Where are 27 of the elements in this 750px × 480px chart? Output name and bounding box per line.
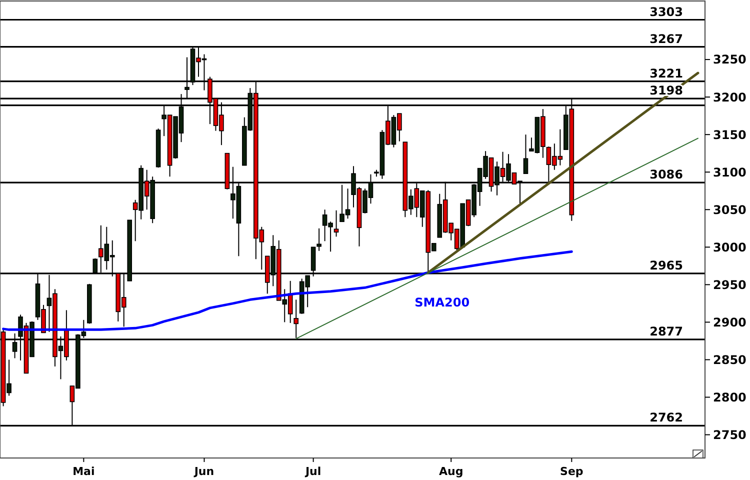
y-tick-label: 2950 [713, 278, 746, 292]
x-tick-label: Aug [438, 465, 464, 478]
x-tick-label: Sep [560, 465, 584, 478]
y-tick-label: 3000 [713, 240, 746, 254]
candlestick [334, 210, 339, 238]
ref-line-label: 3267 [650, 32, 683, 46]
y-tick-label: 3100 [713, 165, 746, 180]
x-tick-label: Jul [304, 465, 322, 478]
line-series [2, 250, 573, 331]
series-label: SMA200 [414, 296, 470, 310]
y-tick-label: 2750 [713, 428, 746, 442]
y-tick-label: 3250 [713, 52, 746, 67]
ref-line-label: 3303 [650, 4, 683, 19]
y-tick-label: 2850 [713, 352, 746, 367]
ref-line-label: 2965 [650, 258, 683, 272]
x-tick-label: Jun [193, 465, 214, 478]
y-tick-label: 3200 [713, 90, 746, 104]
y-tick-label: 2800 [713, 390, 746, 404]
ref-line-label: 2762 [650, 410, 683, 425]
ref-line-label: 2877 [650, 324, 683, 338]
y-tick-label: 2900 [713, 315, 746, 330]
candlestick [523, 134, 528, 174]
ref-line-label: 3086 [650, 168, 683, 182]
y-tick-label: 3150 [713, 128, 746, 142]
x-tick-label: Mai [72, 465, 95, 478]
ref-line-label: 3221 [650, 66, 683, 80]
y-tick-label: 3050 [713, 202, 746, 217]
